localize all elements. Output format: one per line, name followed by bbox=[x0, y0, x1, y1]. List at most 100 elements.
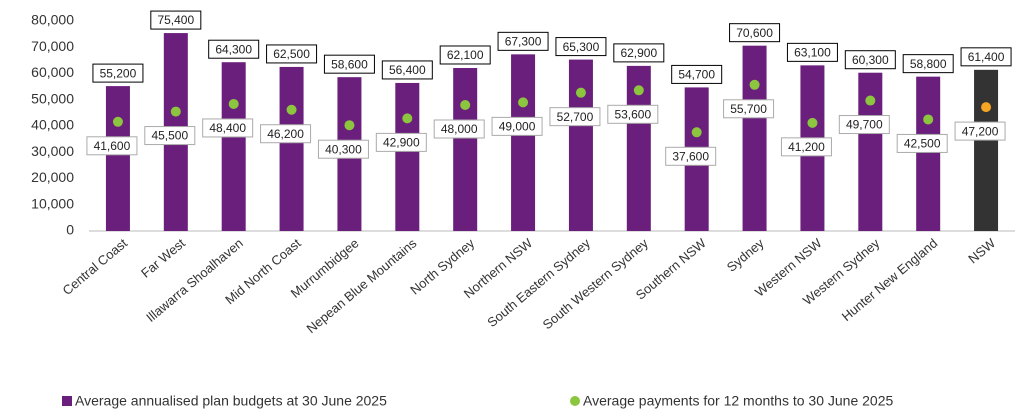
dot-value-label: 49,700 bbox=[846, 118, 883, 132]
bar-value-label-box bbox=[786, 42, 838, 62]
dot bbox=[691, 127, 702, 138]
bar-value-label-box bbox=[208, 39, 260, 59]
y-tick-label: 80,000 bbox=[31, 12, 74, 28]
bar-value-label: 60,300 bbox=[852, 53, 889, 67]
bar-value-label-box bbox=[323, 54, 375, 74]
bar bbox=[395, 82, 420, 231]
bar-value-label: 58,600 bbox=[331, 57, 368, 71]
y-tick-label: 50,000 bbox=[31, 90, 74, 106]
bar-value-label-box bbox=[381, 60, 433, 80]
bar bbox=[453, 67, 478, 231]
x-tick-label: South Western Sydney bbox=[540, 235, 652, 332]
bar-value-label: 55,200 bbox=[100, 66, 137, 80]
bar-value-label-box bbox=[439, 45, 491, 65]
dot-value-label-box bbox=[549, 107, 601, 127]
x-tick-label: South Eastern Sydney bbox=[484, 235, 593, 330]
dot bbox=[286, 104, 297, 115]
bar bbox=[511, 54, 536, 232]
dot bbox=[460, 100, 471, 110]
dot-value-label-box bbox=[491, 116, 543, 136]
dot-value-label: 41,600 bbox=[94, 139, 131, 153]
bar-value-label: 62,500 bbox=[273, 47, 310, 61]
legend-label: Average payments for 12 months to 30 Jun… bbox=[583, 393, 893, 409]
dot-value-label: 52,700 bbox=[557, 110, 594, 124]
dot-value-label-box bbox=[144, 126, 196, 146]
x-tick-label: Hunter New England bbox=[839, 235, 941, 324]
dot bbox=[344, 120, 355, 131]
dot-value-label: 37,600 bbox=[672, 149, 709, 163]
bar-value-label-box bbox=[844, 50, 896, 70]
bar-value-label: 61,400 bbox=[968, 50, 1005, 64]
bar-value-label: 54,700 bbox=[678, 68, 715, 82]
y-tick-label: 30,000 bbox=[31, 143, 74, 159]
dot bbox=[112, 116, 123, 127]
dot-value-label: 40,300 bbox=[325, 142, 362, 156]
dot-value-label-box bbox=[375, 132, 427, 152]
x-tick-label: Sydney bbox=[724, 235, 767, 275]
bar-value-label-box bbox=[555, 37, 607, 57]
bar bbox=[916, 76, 941, 232]
dot-value-label-box bbox=[723, 99, 775, 119]
legend-label: Average annualised plan budgets at 30 Ju… bbox=[75, 393, 387, 409]
dot-value-label: 48,400 bbox=[209, 121, 246, 135]
dot-value-label-box bbox=[780, 137, 832, 157]
dot-value-label-box bbox=[433, 119, 485, 139]
bar-value-label: 65,300 bbox=[563, 40, 600, 54]
y-tick-label: 70,000 bbox=[31, 38, 74, 54]
dot-value-label: 42,900 bbox=[383, 136, 420, 150]
dot bbox=[633, 85, 644, 96]
bar-value-label: 64,300 bbox=[215, 42, 252, 56]
bar-value-label: 63,100 bbox=[794, 46, 831, 60]
bar-value-label-box bbox=[497, 31, 549, 51]
dot-value-label-box bbox=[838, 115, 890, 135]
y-tick-label: 0 bbox=[66, 222, 74, 238]
bar-value-label-box bbox=[92, 63, 144, 83]
dot-value-label-box bbox=[896, 133, 948, 153]
dot bbox=[518, 97, 529, 108]
bar bbox=[568, 59, 593, 232]
bar-value-label: 75,400 bbox=[157, 13, 194, 27]
bar-value-label-box bbox=[266, 44, 318, 64]
bar-value-label: 70,600 bbox=[736, 26, 773, 40]
y-tick-label: 10,000 bbox=[31, 195, 74, 211]
bar bbox=[221, 62, 246, 232]
bar-value-label-box bbox=[902, 54, 954, 74]
dot-value-label-box bbox=[665, 146, 717, 166]
dot-value-label: 49,000 bbox=[499, 120, 536, 134]
x-tick-label: Nepean Blue Mountains bbox=[304, 235, 420, 336]
legend-swatch bbox=[62, 396, 72, 406]
y-tick-label: 40,000 bbox=[31, 117, 74, 133]
x-tick-label: Central Coast bbox=[60, 235, 131, 298]
dot-value-label: 48,000 bbox=[441, 122, 478, 136]
y-tick-label: 20,000 bbox=[31, 169, 74, 185]
dot-value-label: 41,200 bbox=[788, 140, 825, 154]
dot-value-label-box bbox=[317, 139, 369, 159]
dot-value-label-box bbox=[607, 104, 659, 124]
bar bbox=[974, 69, 999, 231]
bar-value-label-box bbox=[613, 43, 665, 63]
dot bbox=[865, 95, 876, 106]
dot-value-label-box bbox=[954, 121, 1006, 141]
dot bbox=[402, 113, 413, 124]
x-tick-label: Illawarra Shoalhaven bbox=[143, 235, 246, 325]
dot bbox=[575, 87, 586, 98]
dot bbox=[228, 98, 239, 109]
dot-value-label: 42,500 bbox=[904, 137, 941, 151]
y-tick-label: 60,000 bbox=[31, 64, 74, 80]
bar-value-label-box bbox=[960, 47, 1012, 67]
bar-value-label-box bbox=[150, 10, 202, 30]
bar-value-label: 62,100 bbox=[447, 48, 484, 62]
dot-value-label: 53,600 bbox=[614, 107, 651, 121]
bar bbox=[105, 86, 130, 231]
legend-swatch bbox=[570, 396, 580, 406]
dot-value-label-box bbox=[202, 118, 254, 138]
dot-value-label: 55,700 bbox=[730, 102, 767, 116]
dot bbox=[749, 79, 760, 90]
bar-value-label: 56,400 bbox=[389, 63, 426, 77]
dot-value-label: 47,200 bbox=[962, 124, 999, 138]
dot bbox=[923, 114, 934, 125]
dot bbox=[981, 102, 992, 113]
bar-value-label-box bbox=[729, 23, 781, 43]
dot bbox=[807, 117, 818, 128]
